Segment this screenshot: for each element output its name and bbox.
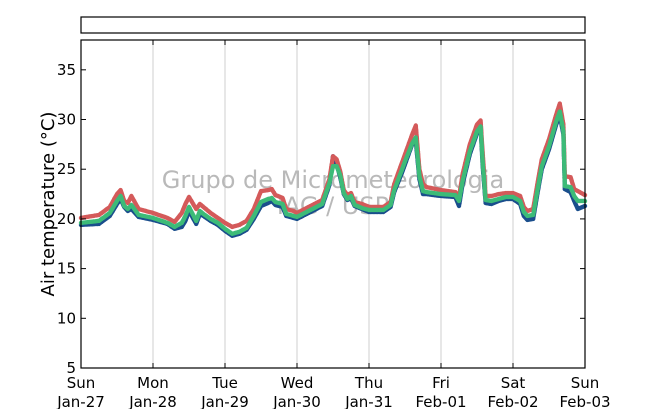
- y-tick-label: 10: [57, 309, 76, 327]
- axis-ticks: 5101520253035SunJan-27MonJan-28TueJan-29…: [56, 40, 611, 409]
- x-tick-label-day: Thu: [354, 374, 383, 392]
- y-tick-label: 5: [66, 359, 76, 377]
- x-tick-label-day: Sun: [571, 374, 600, 392]
- x-tick-label-date: Jan-31: [344, 393, 393, 409]
- x-tick-label-day: Fri: [432, 374, 450, 392]
- x-tick-label-date: Jan-27: [56, 393, 105, 409]
- y-tick-label: 25: [57, 160, 76, 178]
- x-tick-label-day: Sat: [501, 374, 526, 392]
- y-tick-label: 15: [57, 260, 76, 278]
- x-tick-label-date: Feb-02: [487, 393, 538, 409]
- series-points: [78, 109, 588, 236]
- x-tick-label-day: Tue: [211, 374, 238, 392]
- y-axis-label: Air temperature (°C): [38, 112, 59, 297]
- x-tick-label-date: Jan-28: [128, 393, 177, 409]
- x-tick-label-date: Jan-29: [200, 393, 249, 409]
- y-tick-label: 30: [57, 111, 76, 129]
- legend-box: [80, 16, 586, 34]
- grid: [152, 40, 514, 368]
- x-tick-label-date: Feb-03: [559, 393, 610, 409]
- x-tick-label-date: Feb-01: [415, 393, 466, 409]
- y-tick-label: 20: [57, 210, 76, 228]
- plot-frame: [80, 39, 586, 369]
- x-tick-label-date: Jan-30: [272, 393, 321, 409]
- y-tick-label: 35: [57, 61, 76, 79]
- x-tick-label-day: Wed: [281, 374, 314, 392]
- x-tick-label-day: Mon: [137, 374, 169, 392]
- data-points: [78, 101, 588, 238]
- x-tick-label-day: Sun: [67, 374, 96, 392]
